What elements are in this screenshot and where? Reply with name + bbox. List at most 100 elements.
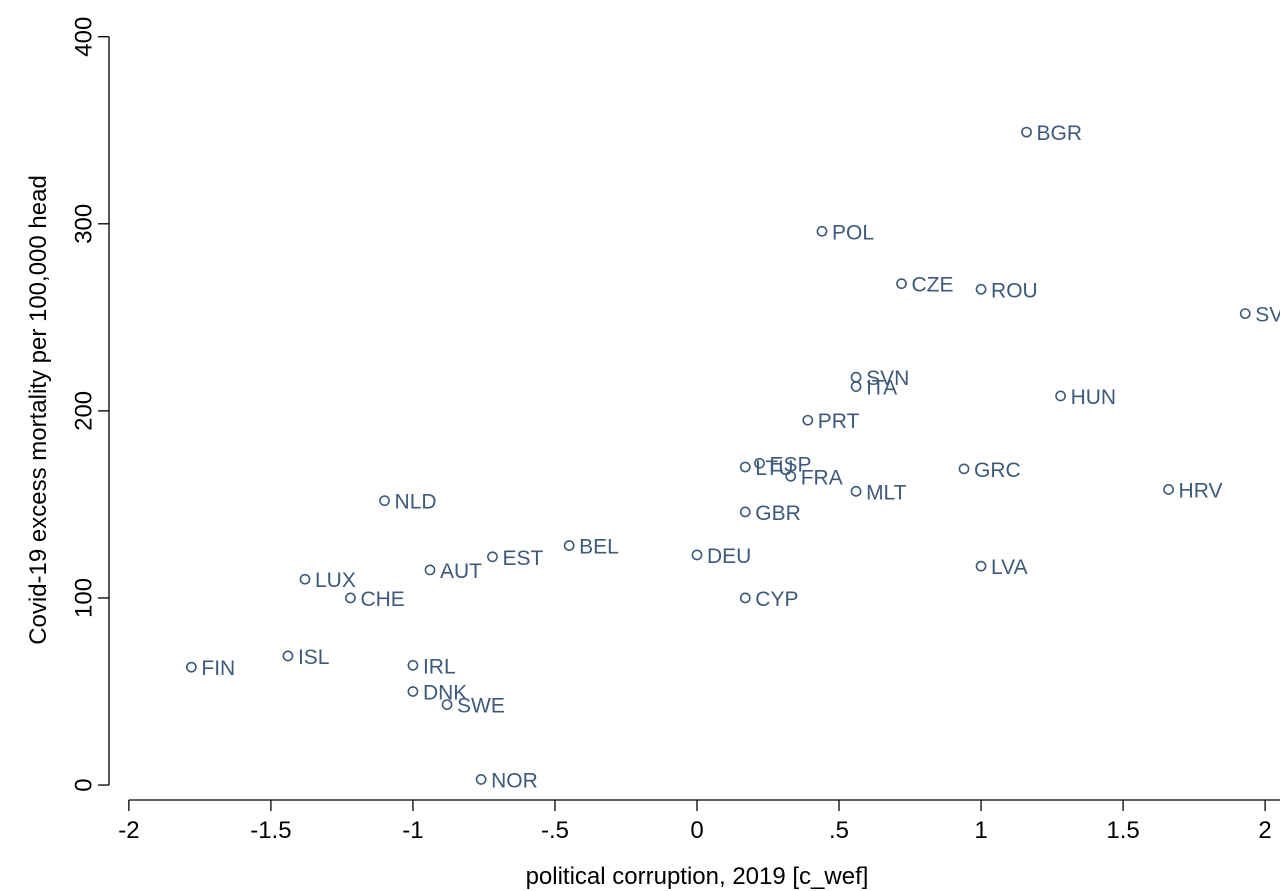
point-marker [407, 686, 419, 697]
point-marker [754, 457, 765, 469]
data-point-rou: ROU [975, 279, 1038, 302]
x-tick-label: -1 [402, 817, 423, 844]
data-point-dnk: DNK [407, 681, 467, 704]
point-marker [739, 506, 751, 518]
point-marker [850, 381, 862, 392]
data-point-pol: POL [816, 221, 874, 244]
point-marker [958, 463, 970, 475]
point-marker [563, 540, 575, 551]
y-tick-label: 100 [70, 578, 97, 618]
x-tick-label: 1.5 [1106, 817, 1139, 844]
data-point-nor: NOR [475, 769, 538, 792]
data-point-mlt: MLT [850, 481, 907, 504]
point-marker [739, 592, 751, 604]
x-axis: -2 -1.5 -1 -.5 0 .5 1 1.5 2 [118, 799, 1280, 844]
point-marker [691, 549, 703, 561]
point-label: LTU [755, 457, 793, 480]
data-point-che: CHE [345, 588, 405, 611]
data-point-nld: NLD [379, 491, 437, 514]
point-marker [282, 650, 294, 662]
y-tick-label: 200 [70, 391, 97, 431]
x-tick-label: .5 [829, 817, 849, 844]
data-point-cze: CZE [896, 274, 954, 297]
data-point-svk: SVK [1239, 304, 1280, 327]
point-label: EST [502, 547, 543, 570]
point-marker [850, 485, 862, 497]
data-point-swe: SWE [441, 695, 505, 718]
data-point-lux: LUX [299, 569, 356, 592]
point-label: SVN [866, 367, 909, 390]
point-label: ROU [991, 279, 1038, 302]
point-label: NOR [491, 769, 538, 792]
data-point-hrv: HRV [1163, 479, 1223, 502]
point-marker [487, 551, 498, 563]
data-point-lva: LVA [975, 556, 1028, 579]
point-label: CYP [755, 588, 798, 611]
x-tick-label: 1 [974, 817, 987, 844]
point-marker [802, 414, 814, 426]
data-point-est: EST [487, 547, 543, 570]
point-label: HRV [1179, 479, 1223, 502]
point-label: PRT [818, 410, 860, 433]
data-point-esp: ESP [754, 453, 812, 476]
point-label: BGR [1037, 122, 1083, 145]
data-point-deu: DEU [691, 545, 751, 568]
point-label: DEU [707, 545, 751, 568]
point-marker [850, 371, 862, 383]
point-label: HUN [1071, 386, 1117, 409]
data-point-grc: GRC [958, 459, 1021, 482]
data-point-irl: IRL [407, 655, 456, 678]
data-point-cyp: CYP [739, 588, 798, 611]
x-tick-label: -.5 [541, 817, 569, 844]
data-point-fin: FIN [185, 657, 235, 680]
point-marker [1055, 390, 1066, 402]
point-label: BEL [579, 536, 619, 559]
point-label: GBR [755, 502, 801, 525]
point-label: CZE [912, 274, 954, 297]
x-tick-label: 2 [1258, 817, 1271, 844]
point-marker [441, 699, 453, 710]
point-marker [739, 461, 751, 473]
point-label: DNK [423, 681, 467, 704]
data-point-prt: PRT [802, 410, 860, 433]
point-label: ISL [298, 646, 330, 669]
x-tick-label: -2 [118, 817, 139, 844]
point-label: ESP [769, 453, 811, 476]
y-tick-label: 0 [70, 778, 97, 791]
y-axis-title: Covid-19 excess mortality per 100,000 he… [25, 175, 52, 645]
y-tick-label: 300 [70, 204, 97, 244]
point-label: NLD [395, 491, 437, 514]
point-marker [896, 278, 907, 290]
point-marker [185, 661, 197, 673]
data-point-bel: BEL [563, 536, 619, 559]
x-tick-label: -1.5 [250, 817, 291, 844]
point-marker [345, 592, 356, 604]
point-label: LUX [315, 569, 356, 592]
point-label: ITA [866, 377, 897, 400]
point-marker [299, 573, 311, 585]
point-label: IRL [423, 655, 456, 678]
point-marker [407, 659, 419, 671]
point-marker [1021, 126, 1032, 138]
point-marker [475, 774, 487, 785]
data-point-hun: HUN [1055, 386, 1117, 409]
point-label: AUT [440, 560, 482, 583]
point-label: SVK [1255, 304, 1280, 327]
data-point-gbr: GBR [739, 502, 801, 525]
point-label: SWE [457, 695, 505, 718]
point-label: FIN [201, 657, 235, 680]
point-marker [975, 560, 987, 572]
x-axis-title: political corruption, 2019 [c_wef] [526, 863, 869, 890]
point-marker [975, 283, 987, 295]
point-marker [785, 470, 797, 482]
point-label: CHE [360, 588, 404, 611]
point-label: LVA [991, 556, 1028, 579]
data-point-bgr: BGR [1021, 122, 1083, 145]
data-point-aut: AUT [424, 560, 482, 583]
point-marker [1239, 308, 1251, 319]
point-marker [816, 225, 828, 237]
point-label: GRC [974, 459, 1021, 482]
data-point-ita: ITA [850, 377, 897, 400]
